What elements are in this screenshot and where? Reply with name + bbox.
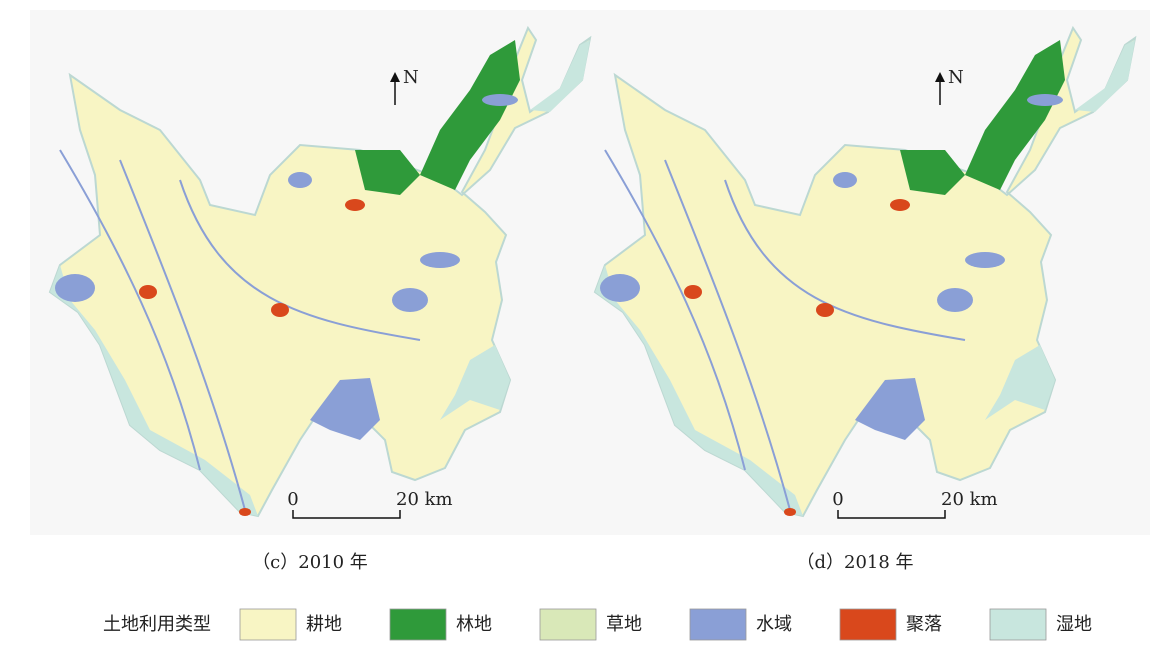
- scale-start: 0: [287, 489, 298, 510]
- panel-caption: （c）2010 年: [252, 552, 368, 573]
- scale-start: 0: [832, 489, 843, 510]
- north-label: N: [948, 67, 964, 88]
- scale-end: 20 km: [941, 489, 998, 510]
- scale-bar: [292, 510, 401, 519]
- legend-label: 耕地: [306, 614, 342, 635]
- legend-title: 土地利用类型: [103, 614, 211, 635]
- panel-caption: （d）2018 年: [796, 552, 913, 573]
- legend-swatch: [239, 608, 297, 641]
- legend-label: 草地: [606, 614, 642, 635]
- north-arrowhead: [935, 72, 945, 82]
- north-label: N: [403, 67, 419, 88]
- legend-label: 水域: [756, 614, 792, 635]
- legend-label: 湿地: [1056, 614, 1092, 635]
- legend-swatch: [389, 608, 447, 641]
- scale-end: 20 km: [396, 489, 453, 510]
- legend-label: 聚落: [906, 614, 942, 635]
- north-arrowhead: [390, 72, 400, 82]
- legend-label: 林地: [456, 614, 492, 635]
- legend-swatch: [989, 608, 1047, 641]
- legend-swatch: [539, 608, 597, 641]
- legend-swatch: [839, 608, 897, 641]
- legend-swatch: [689, 608, 747, 641]
- scale-bar: [837, 510, 946, 519]
